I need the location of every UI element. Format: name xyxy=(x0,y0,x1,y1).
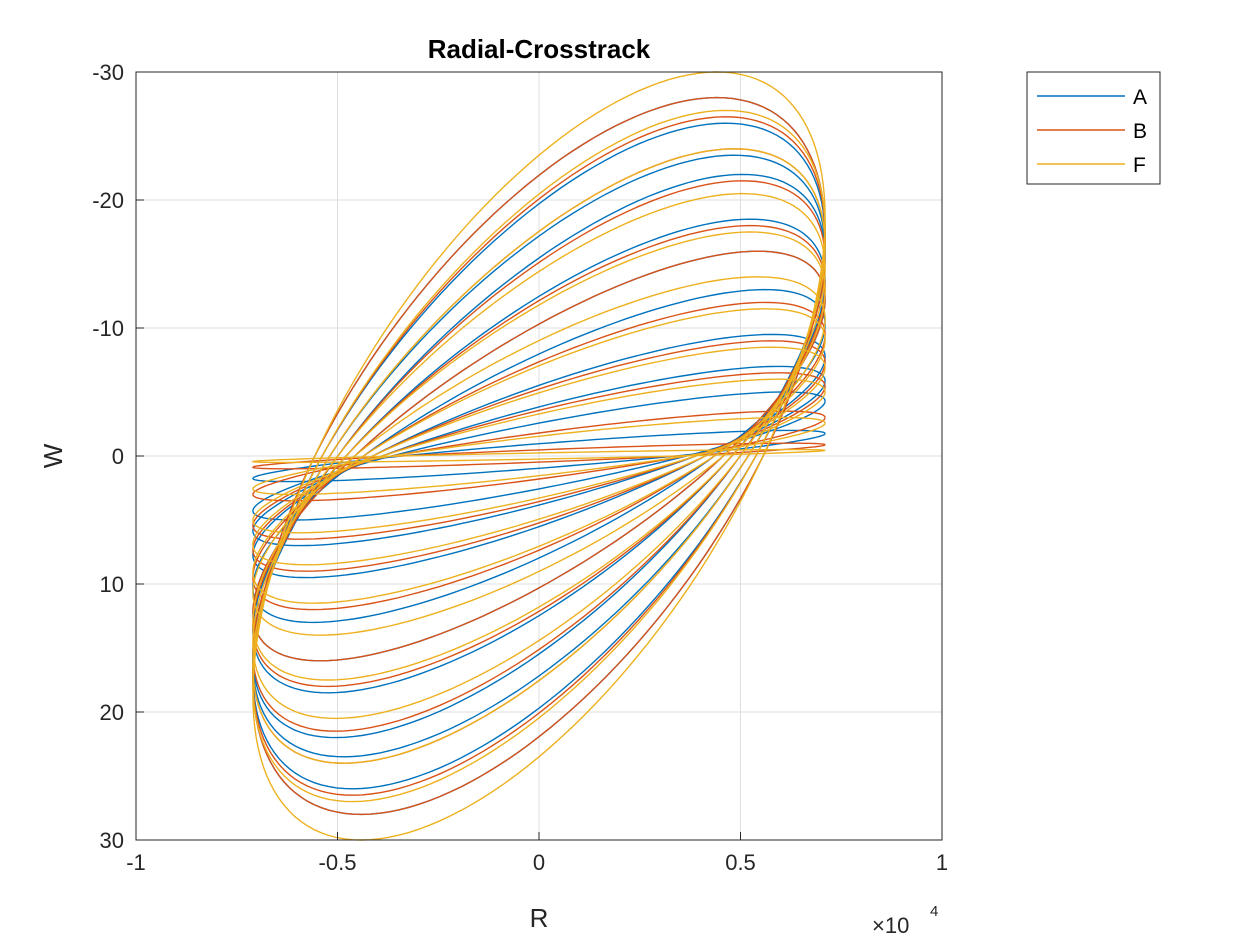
x-tick-label: 0 xyxy=(533,850,545,875)
series-line xyxy=(252,378,826,534)
x-exponent-power: 4 xyxy=(930,903,938,920)
x-exponent-label: ×10 xyxy=(872,913,909,938)
tick-marks xyxy=(135,71,943,841)
y-tick-label: -30 xyxy=(92,60,124,85)
series-line xyxy=(252,192,826,720)
series-line xyxy=(251,448,826,464)
x-tick-labels: -1 -0.5 0 0.5 1 xyxy=(126,850,948,875)
series-line xyxy=(252,346,826,566)
series-lines xyxy=(251,71,826,841)
y-tick-label: -20 xyxy=(92,188,124,213)
series-line xyxy=(252,276,826,636)
legend-box xyxy=(1026,71,1161,185)
legend: ABF xyxy=(1026,71,1161,185)
y-tick-labels: -30 -20 -10 0 10 20 30 xyxy=(92,60,124,853)
y-tick-label: 20 xyxy=(100,700,124,725)
y-tick-label: 10 xyxy=(100,572,124,597)
x-tick-label: 0.5 xyxy=(725,850,756,875)
y-tick-label: -10 xyxy=(92,316,124,341)
series-f xyxy=(251,71,826,841)
y-axis-label: W xyxy=(38,443,68,468)
y-tick-label: 30 xyxy=(100,828,124,853)
series-line xyxy=(252,416,826,496)
legend-label: B xyxy=(1133,120,1147,143)
x-tick-label: 1 xyxy=(936,850,948,875)
x-axis-label: R xyxy=(530,903,549,933)
x-tick-label: -1 xyxy=(126,850,146,875)
series-line xyxy=(252,71,826,841)
legend-label: F xyxy=(1133,154,1146,177)
x-tick-label: -0.5 xyxy=(319,850,357,875)
series-line xyxy=(252,231,826,681)
y-tick-label: 0 xyxy=(112,444,124,469)
series-line xyxy=(252,308,826,604)
chart-title: Radial-Crosstrack xyxy=(428,34,651,64)
legend-label: A xyxy=(1133,86,1147,109)
